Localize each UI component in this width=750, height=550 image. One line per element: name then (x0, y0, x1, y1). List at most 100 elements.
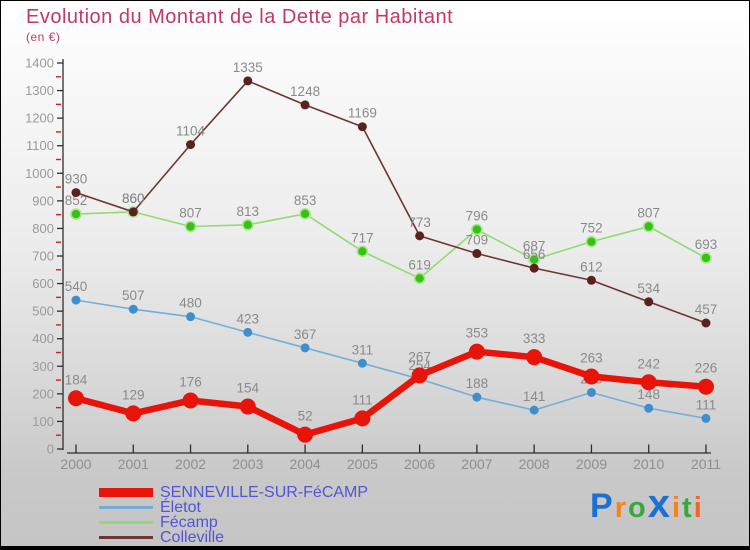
series-0-label: 111 (352, 392, 373, 407)
series-0-point (640, 374, 657, 391)
chart-legend: SENNEVILLE-SUR-FéCAMP Életot Fécamp Collevi… (99, 485, 368, 546)
series-3-label: 1169 (348, 106, 377, 121)
series-2-line (75, 211, 707, 280)
x-tick-label: 2004 (290, 456, 321, 472)
series-0-label: 154 (237, 381, 260, 396)
x-tick-label: 2002 (175, 456, 206, 472)
series-2-point (70, 208, 82, 220)
series-1-label: 423 (237, 311, 260, 326)
series-0-point (68, 390, 84, 407)
y-tick-label: 100 (32, 414, 54, 429)
series-3-label: 709 (466, 233, 489, 248)
series-1-label: 188 (466, 376, 489, 391)
series-3-label: 1335 (233, 60, 263, 75)
legend-item-2: Fécamp (99, 514, 368, 531)
series-0-point (354, 410, 371, 427)
series-3-point (472, 249, 482, 259)
series-1-point (357, 358, 367, 368)
series-1-point (644, 403, 654, 413)
series-1-label: 507 (122, 288, 145, 303)
series-2-label: 813 (237, 204, 260, 219)
series-2-label: 687 (523, 239, 546, 254)
series-3-point (300, 100, 310, 110)
series-1-label: 111 (696, 397, 717, 412)
series-3-label: 457 (695, 302, 718, 317)
series-1-point (186, 312, 196, 322)
series-2-point (700, 252, 712, 264)
series-3-point (186, 140, 196, 150)
legend-label: Életot (160, 499, 201, 516)
series-0-point (125, 405, 142, 422)
series-3-point (243, 76, 253, 86)
x-tick-label: 2000 (60, 456, 91, 472)
series-0-point (239, 398, 256, 415)
series-2-label: 796 (466, 209, 489, 224)
series-2-point (356, 245, 369, 258)
series-2-point (184, 220, 197, 233)
legend-item-0: SENNEVILLE-SUR-FéCAMP (99, 485, 368, 501)
series-0-point (182, 392, 199, 409)
series-0-label: 333 (523, 331, 546, 346)
series-2-label: 807 (637, 205, 660, 220)
y-tick-label: 700 (32, 249, 54, 264)
series-2-point (642, 220, 655, 233)
series-0-label: 129 (122, 387, 145, 402)
series-2-point (471, 223, 483, 236)
y-tick-label: 1200 (25, 111, 54, 126)
series-1-label: 367 (294, 327, 317, 342)
series-3-label: 1104 (176, 124, 206, 139)
legend-item-3: Colleville (99, 529, 368, 546)
series-3-label: 773 (408, 215, 431, 230)
series-0-label: 353 (466, 326, 489, 341)
series-2-label: 852 (65, 193, 88, 208)
series-3-point (586, 275, 596, 285)
logo-letter: t (682, 492, 692, 524)
series-3-label: 930 (65, 172, 88, 187)
series-2-label: 752 (580, 221, 603, 236)
series-3-point (357, 122, 367, 132)
series-1-point (586, 387, 596, 397)
logo-letter: i (693, 492, 702, 524)
y-tick-label: 800 (32, 221, 54, 236)
series-0-label: 176 (179, 374, 202, 389)
series-0-label: 267 (408, 349, 431, 364)
series-0-point (468, 343, 485, 360)
legend-swatch-icon (99, 488, 153, 497)
series-3-point (701, 318, 711, 328)
page-title: Evolution du Montant de la Dette par Hab… (26, 6, 454, 28)
page-subtitle: (en €) (26, 30, 61, 44)
series-2-label: 853 (294, 193, 317, 208)
series-3-label: 656 (523, 247, 546, 262)
series-0-label: 263 (580, 350, 603, 365)
series-3-point (71, 188, 81, 198)
series-2-point (242, 219, 254, 231)
logo-letter: P (590, 487, 613, 525)
y-tick-label: 1400 (25, 56, 54, 71)
y-tick-label: 300 (32, 359, 54, 374)
series-2-point (585, 235, 598, 248)
series-3-point (529, 263, 539, 273)
series-3-point (644, 297, 654, 307)
x-tick-label: 2003 (232, 456, 263, 472)
x-tick-label: 2011 (691, 456, 721, 472)
series-2-point (299, 208, 311, 220)
series-1-point (243, 327, 253, 337)
series-3-point (415, 231, 425, 241)
series-3-label: 860 (122, 191, 145, 206)
series-0-point (583, 368, 600, 385)
series-0-label: 184 (65, 372, 88, 387)
series-3-label: 612 (580, 259, 603, 274)
x-tick-label: 2008 (519, 456, 550, 472)
legend-label: Colleville (160, 529, 225, 546)
legend-item-1: Életot (99, 499, 368, 516)
series-1-point (529, 405, 539, 415)
legend-label: Fécamp (160, 514, 218, 531)
y-tick-label: 600 (32, 276, 54, 291)
series-3-point (128, 207, 138, 217)
legend-swatch-icon (99, 506, 153, 509)
series-1-label: 141 (523, 389, 546, 404)
series-0-point (297, 426, 314, 443)
chart-header: Evolution du Montant de la Dette par Hab… (26, 6, 453, 44)
series-3-label: 1248 (290, 84, 320, 99)
